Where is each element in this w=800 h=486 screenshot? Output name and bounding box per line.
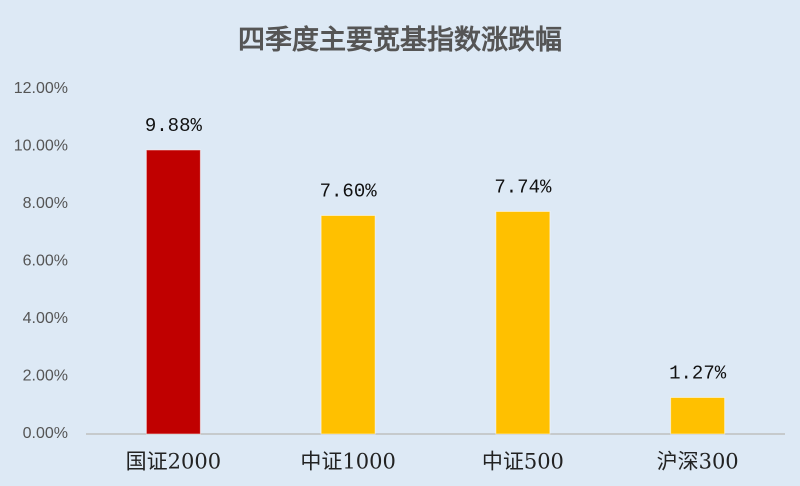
y-tick-label: 8.00% [23, 195, 68, 212]
x-tick-label: 中证1000 [300, 450, 395, 474]
value-label: 9.88% [145, 115, 203, 137]
chart-title: 四季度主要宽基指数涨跌幅 [238, 24, 562, 55]
y-tick-label: 12.00% [14, 80, 68, 97]
y-tick-label: 4.00% [23, 310, 68, 327]
x-tick-label: 沪深300 [657, 450, 739, 474]
value-label: 1.27% [669, 363, 727, 385]
x-tick-label: 国证2000 [126, 450, 221, 474]
bar [320, 215, 376, 435]
y-tick-label: 0.00% [23, 425, 68, 442]
x-tick-label: 中证500 [482, 450, 564, 474]
y-tick-label: 10.00% [14, 138, 68, 155]
y-tick-label: 2.00% [23, 368, 68, 385]
y-tick-label: 6.00% [23, 253, 68, 270]
bar [145, 149, 201, 435]
bar [495, 210, 551, 435]
value-label: 7.60% [320, 181, 378, 203]
value-label: 7.74% [494, 176, 552, 198]
bar [670, 396, 726, 435]
